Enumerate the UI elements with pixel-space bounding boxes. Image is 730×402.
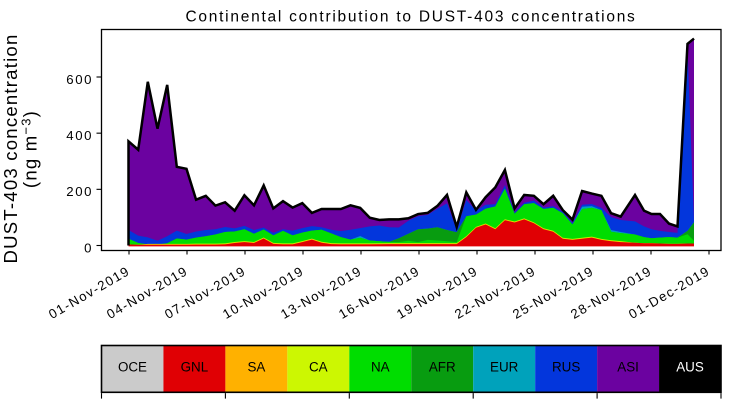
svg-text:ASI: ASI (617, 360, 639, 375)
svg-text:EUR: EUR (490, 360, 519, 375)
svg-text:CA: CA (309, 360, 328, 375)
svg-text:DUST-403 concentration: DUST-403 concentration (0, 33, 21, 263)
svg-text:AUS: AUS (676, 360, 704, 375)
svg-text:Continental contribution to DU: Continental contribution to DUST-403 con… (185, 9, 636, 26)
svg-text:600: 600 (66, 72, 93, 87)
svg-text:RUS: RUS (552, 360, 580, 375)
svg-text:OCE: OCE (118, 360, 147, 375)
svg-text:SA: SA (247, 360, 265, 375)
svg-text:GNL: GNL (181, 360, 209, 375)
svg-text:200: 200 (66, 184, 93, 199)
svg-text:AFR: AFR (429, 360, 456, 375)
svg-text:400: 400 (66, 128, 93, 143)
svg-text:NA: NA (371, 360, 390, 375)
svg-text:0: 0 (84, 240, 93, 255)
